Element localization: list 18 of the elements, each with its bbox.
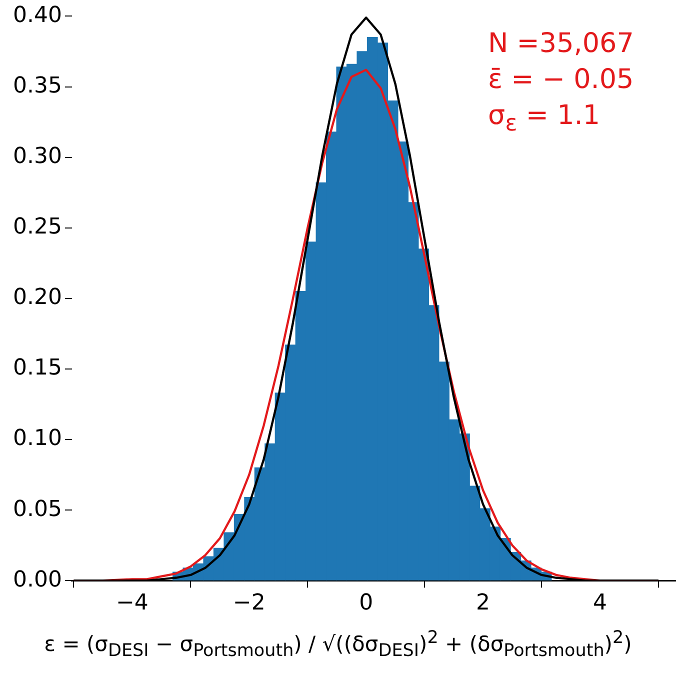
- y-tick-label: 0.10: [13, 426, 62, 452]
- y-tick-label: 0.35: [13, 73, 62, 98]
- y-tick-label: 0.40: [13, 2, 62, 28]
- text: ε = (σ$_{DESI}$ − σ$_{Portsmouth}$) / √((δσ$_{DESI}$)$^{2}$ + (δσ$_{Portsmouth}$)$^{2}$): [44, 628, 632, 662]
- annotation: σ$_{ε}$ = 1.1: [488, 99, 602, 138]
- x-tick-label: 2: [476, 590, 490, 616]
- y-tick-label: 0.30: [13, 144, 62, 170]
- y-tick-label: 0.25: [13, 214, 62, 240]
- y-tick-label: 0.20: [13, 285, 62, 310]
- y-tick-label: 0.00: [13, 567, 62, 592]
- x-tick-label: 0: [359, 590, 374, 616]
- y-tick-label: 0.05: [13, 496, 62, 522]
- annotation: ε̄ = − 0.05: [488, 63, 634, 97]
- annotation: N =35,067: [488, 27, 634, 61]
- x-tick-label: 4: [592, 590, 607, 616]
- y-tick-label: 0.15: [13, 356, 62, 381]
- x-tick-label: −2: [232, 590, 266, 616]
- x-tick-label: −4: [116, 590, 148, 616]
